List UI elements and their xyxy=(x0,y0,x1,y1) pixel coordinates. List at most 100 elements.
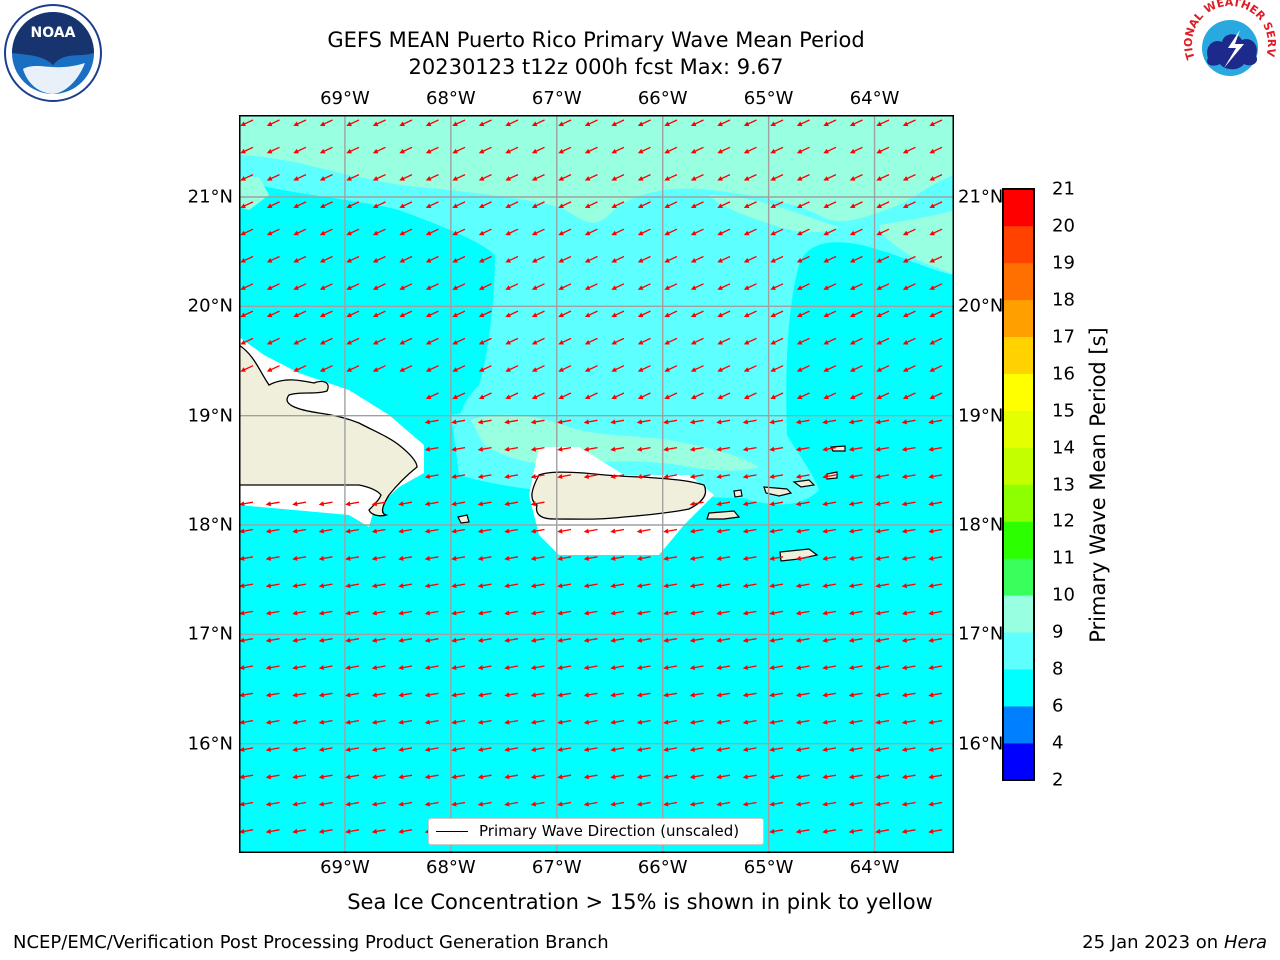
wave-arrow-head xyxy=(822,828,828,834)
wave-arrow-head xyxy=(769,610,775,616)
wave-arrow-head xyxy=(478,148,485,154)
wave-arrow-head xyxy=(611,394,617,400)
wave-arrow-head xyxy=(451,692,457,698)
wave-arrow-head xyxy=(530,528,537,534)
colorbar-tick-label: 12 xyxy=(1052,510,1075,532)
wave-arrow-head xyxy=(717,176,723,181)
tick-label: 65°W xyxy=(743,88,794,109)
wave-arrow-head xyxy=(689,774,696,780)
wave-arrow-head xyxy=(929,339,935,345)
wave-arrow-head xyxy=(530,419,537,425)
wave-arrow-head xyxy=(690,394,697,400)
wave-arrow-head xyxy=(505,339,511,345)
wave-arrow-head xyxy=(690,176,697,181)
tick-label: 64°W xyxy=(849,857,900,878)
colorbar-bin xyxy=(1003,373,1034,411)
colorbar-bin xyxy=(1003,299,1034,338)
wave-arrow-head xyxy=(266,148,273,154)
wave-arrow-head xyxy=(742,665,749,671)
wave-arrow-head xyxy=(928,419,934,425)
wave-arrow-head xyxy=(637,230,644,236)
wave-arrow-head xyxy=(557,692,563,698)
wave-arrow-head xyxy=(716,446,722,452)
wave-arrow-head xyxy=(795,692,802,698)
wave-arrow-head xyxy=(901,528,908,534)
wave-arrow-head xyxy=(902,258,909,263)
wave-arrow-head xyxy=(636,692,643,698)
wave-arrow-head xyxy=(611,230,617,236)
wave-arrow-head xyxy=(664,203,670,208)
wave-arrow-head xyxy=(822,747,828,752)
wave-arrow-head xyxy=(769,828,775,834)
wave-arrow-head xyxy=(399,258,405,263)
chart-title: GEFS MEAN Puerto Rico Primary Wave Mean … xyxy=(327,28,865,52)
wave-arrow-head xyxy=(928,555,934,561)
wave-arrow-head xyxy=(583,583,590,589)
wave-arrow-head xyxy=(664,285,670,290)
wave-arrow-head xyxy=(929,367,935,372)
colorbar-bin xyxy=(1003,706,1034,744)
wave-arrow-head xyxy=(293,121,299,127)
wave-arrow-head xyxy=(849,394,856,400)
wave-arrow-head xyxy=(583,446,590,452)
wave-arrow-head xyxy=(371,747,378,752)
wave-arrow-head xyxy=(743,367,750,372)
wave-arrow-head xyxy=(239,719,245,725)
wave-arrow-head xyxy=(717,367,723,372)
wave-arrow-head xyxy=(822,474,828,479)
wave-arrow-head xyxy=(689,610,696,616)
wave-arrow-head xyxy=(689,637,696,643)
colorbar-bin xyxy=(1003,743,1034,781)
wave-arrow-head xyxy=(292,583,298,589)
wave-arrow-head xyxy=(664,312,670,318)
wave-arrow-head xyxy=(849,121,856,127)
wave-arrow-head xyxy=(504,801,510,807)
wave-arrow-head xyxy=(531,148,538,154)
wave-arrow-head xyxy=(266,258,273,263)
wave-arrow-head xyxy=(531,230,538,236)
wave-arrow-head xyxy=(265,774,272,780)
wave-arrow-head xyxy=(558,339,564,345)
wave-arrow-head xyxy=(557,528,563,534)
wave-arrow-head xyxy=(716,528,722,534)
wave-arrow-head xyxy=(584,312,591,318)
tick-label: 16°N xyxy=(958,733,1004,755)
wave-arrow-head xyxy=(822,692,828,698)
wave-arrow-head xyxy=(505,176,511,181)
wave-arrow-head xyxy=(717,312,723,318)
wave-arrow-head xyxy=(742,501,749,507)
wave-arrow-head xyxy=(240,176,246,181)
wave-arrow-head xyxy=(451,583,457,589)
wave-arrow-head xyxy=(293,285,299,290)
wave-arrow-head xyxy=(929,230,935,236)
wave-arrow-head xyxy=(875,828,881,834)
wave-arrow-head xyxy=(292,610,298,616)
wave-arrow-head xyxy=(849,230,856,236)
wave-arrow-head xyxy=(902,394,909,400)
wave-arrow-head xyxy=(477,665,484,671)
wave-arrow-head xyxy=(399,312,405,318)
wave-arrow-head xyxy=(584,203,591,208)
wave-arrow-head xyxy=(875,637,881,643)
tick-label: 18°N xyxy=(958,514,1004,536)
colorbar-tick-label: 4 xyxy=(1052,732,1064,754)
wave-arrow-head xyxy=(399,367,405,372)
wave-arrow-head xyxy=(823,339,829,345)
colorbar-bin xyxy=(1003,225,1034,264)
wave-arrow-head xyxy=(848,719,855,725)
wave-arrow-head xyxy=(795,528,802,534)
tick-label: 19°N xyxy=(187,405,233,427)
wave-arrow-head xyxy=(504,637,510,643)
wave-arrow-head xyxy=(849,203,856,208)
wave-arrow-head xyxy=(478,367,485,372)
colorbar-tick-label: 21 xyxy=(1052,178,1075,200)
wave-arrow-head xyxy=(928,501,934,507)
wave-arrow-head xyxy=(742,692,749,698)
wave-arrow-head xyxy=(664,339,670,345)
legend: Primary Wave Direction (unscaled) xyxy=(428,818,764,845)
wave-arrow-head xyxy=(611,339,617,345)
wave-arrow-head xyxy=(584,121,591,127)
wave-arrow-head xyxy=(399,339,405,345)
wave-arrow-head xyxy=(265,555,272,561)
wave-arrow-head xyxy=(451,610,457,616)
